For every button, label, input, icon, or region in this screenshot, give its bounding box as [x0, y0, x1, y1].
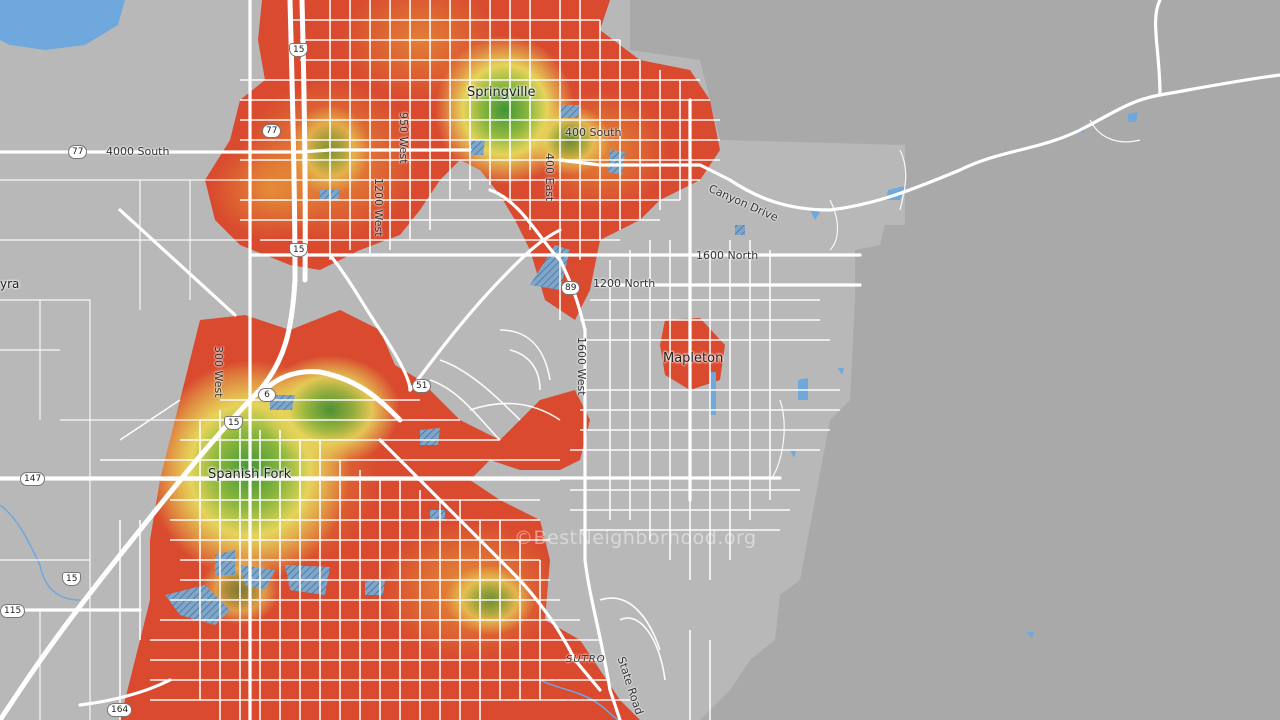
street-label-1600-north: 1600 North [696, 249, 759, 262]
place-label-spanish-fork[interactable]: Spanish Fork [208, 467, 292, 482]
street-label-4000-south: 4000 South [106, 145, 170, 158]
route-115-shield: 115 [0, 604, 26, 618]
street-label-950-west: 950 West [397, 112, 410, 164]
street-label-1200-north: 1200 North [593, 277, 656, 290]
street-label-1600-west: 1600 West [575, 337, 588, 396]
interstate-15-shield: 15 [62, 572, 82, 586]
watermark: ©BestNeighborhood.org [514, 527, 757, 549]
street-label-400-east: 400 East [543, 153, 556, 202]
street-label-300-west: 300 West [212, 346, 225, 398]
street-label-400-south: 400 South [565, 126, 622, 139]
place-label-palmyra[interactable]: yra [0, 277, 20, 291]
route-77-shield: 77 [262, 124, 282, 138]
place-label-springville[interactable]: Springville [467, 85, 536, 100]
street-label-sutro: SUTRO [566, 654, 606, 665]
us-6-shield: 6 [258, 388, 276, 402]
route-164-shield: 164 [107, 703, 133, 717]
place-label-mapleton[interactable]: Mapleton [663, 351, 724, 366]
us-89-shield: 89 [561, 281, 581, 295]
route-51-shield: 51 [412, 379, 432, 393]
street-label-1200-west: 1200 West [372, 178, 385, 237]
route-147-shield: 147 [20, 472, 46, 486]
route-77-shield: 77 [68, 145, 88, 159]
